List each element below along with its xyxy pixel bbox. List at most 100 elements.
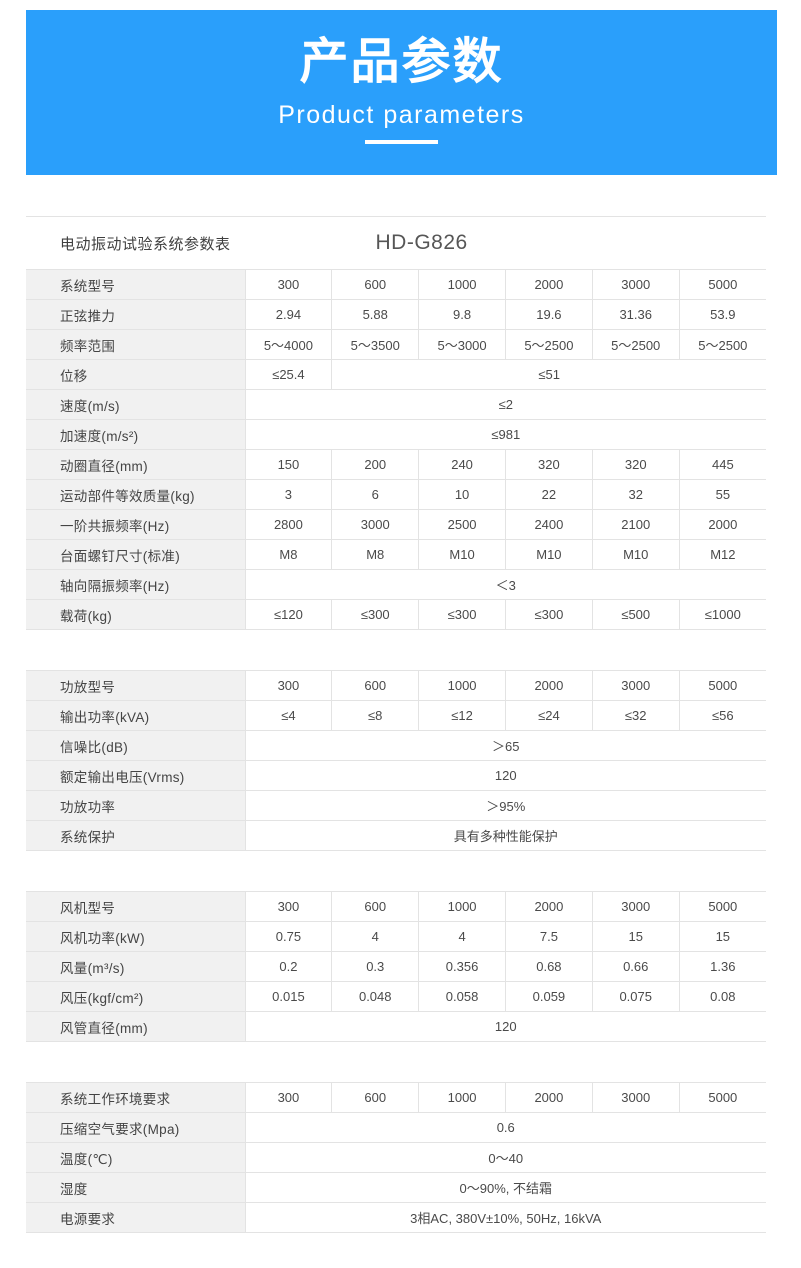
table-row: 湿度 0～90%, 不结霜 bbox=[26, 1172, 766, 1203]
row-value: ≤25.4 bbox=[244, 359, 333, 390]
row-value: 5～4000 bbox=[244, 329, 333, 360]
row-value: 0.015 bbox=[244, 981, 333, 1012]
row-value: ≤56 bbox=[678, 700, 766, 731]
row-value: 600 bbox=[331, 670, 420, 701]
row-value: 5～2500 bbox=[591, 329, 680, 360]
row-value: 0.75 bbox=[244, 921, 333, 952]
row-value: 0.08 bbox=[678, 981, 766, 1012]
table-caption-model: HD-G826 bbox=[375, 231, 468, 254]
table-row: 输出功率(kVA) ≤4 ≤8 ≤12 ≤24 ≤32 ≤56 bbox=[26, 700, 766, 731]
row-value: ＜3 bbox=[244, 569, 767, 600]
row-value: 5～2500 bbox=[504, 329, 593, 360]
row-value: 31.36 bbox=[591, 299, 680, 330]
row-value: 19.6 bbox=[504, 299, 593, 330]
row-value: 600 bbox=[331, 891, 420, 922]
row-value: M8 bbox=[331, 539, 420, 570]
row-value: 0～40 bbox=[244, 1142, 766, 1173]
row-label: 动圈直径(mm) bbox=[26, 449, 246, 480]
table-row: 风管直径(mm) 120 bbox=[26, 1011, 766, 1042]
row-value: ＞65 bbox=[244, 730, 766, 761]
row-label: 运动部件等效质量(kg) bbox=[26, 479, 246, 510]
spec-table-2: 功放型号 300 600 1000 2000 3000 5000 输出功率(kVA) ≤4 ≤8 ≤… bbox=[26, 670, 766, 851]
row-value: 300 bbox=[244, 1082, 333, 1113]
row-label: 信噪比(dB) bbox=[26, 730, 246, 761]
row-value: 0.059 bbox=[504, 981, 593, 1012]
row-value: 6 bbox=[331, 479, 420, 510]
row-value: 3000 bbox=[591, 891, 680, 922]
row-value: 0.66 bbox=[591, 951, 680, 982]
table-row: 台面螺钉尺寸(标准) M8 M8 M10 M10 M10 M12 bbox=[26, 539, 767, 570]
row-value: ≤24 bbox=[504, 700, 593, 731]
row-value: M12 bbox=[678, 539, 767, 570]
row-value: M10 bbox=[418, 539, 506, 570]
row-value: 3000 bbox=[331, 509, 420, 540]
row-value: ≤300 bbox=[331, 599, 420, 630]
table-row: 加速度(m/s²) ≤981 bbox=[26, 419, 767, 450]
row-value: ≤981 bbox=[244, 419, 767, 450]
table-row: 载荷(kg) ≤120 ≤300 ≤300 ≤300 ≤500 ≤1000 bbox=[26, 599, 767, 630]
row-value: 具有多种性能保护 bbox=[244, 820, 766, 851]
table-row: 功放型号 300 600 1000 2000 3000 5000 bbox=[26, 670, 766, 701]
row-label: 正弦推力 bbox=[26, 299, 246, 330]
table-caption-row: 电动振动试验系统参数表 HD-G826 bbox=[26, 216, 767, 270]
row-label: 系统保护 bbox=[26, 820, 246, 851]
row-value: 15 bbox=[591, 921, 680, 952]
row-value: 240 bbox=[418, 449, 506, 480]
row-value: 0.6 bbox=[244, 1112, 766, 1143]
table-row: 风机功率(kW) 0.75 4 4 7.5 15 15 bbox=[26, 921, 766, 952]
row-value: 200 bbox=[331, 449, 420, 480]
row-label: 载荷(kg) bbox=[26, 599, 246, 630]
row-value: ≤32 bbox=[591, 700, 680, 731]
row-label: 系统工作环境要求 bbox=[26, 1082, 246, 1113]
row-value: 0.68 bbox=[504, 951, 593, 982]
row-value: 3000 bbox=[591, 269, 680, 300]
row-value: 120 bbox=[244, 1011, 766, 1042]
row-value: ≤300 bbox=[504, 599, 593, 630]
row-label: 额定输出电压(Vrms) bbox=[26, 760, 246, 791]
row-value: 3 bbox=[244, 479, 333, 510]
row-value: 1.36 bbox=[678, 951, 766, 982]
row-value: M10 bbox=[591, 539, 680, 570]
row-value: 7.5 bbox=[504, 921, 593, 952]
row-value: 55 bbox=[678, 479, 767, 510]
table-row: 系统保护 具有多种性能保护 bbox=[26, 820, 766, 851]
row-value: 9.8 bbox=[418, 299, 506, 330]
row-value: ≤500 bbox=[591, 599, 680, 630]
row-value: ≤1000 bbox=[678, 599, 767, 630]
row-value: 5～3500 bbox=[331, 329, 420, 360]
row-value: 320 bbox=[504, 449, 593, 480]
row-label: 一阶共振频率(Hz) bbox=[26, 509, 246, 540]
row-value: 2500 bbox=[418, 509, 506, 540]
row-value: ＞95% bbox=[244, 790, 766, 821]
row-label: 速度(m/s) bbox=[26, 389, 246, 420]
row-value: 0.356 bbox=[418, 951, 506, 982]
banner-divider bbox=[365, 140, 438, 144]
table-caption-cell: 电动振动试验系统参数表 HD-G826 bbox=[26, 216, 767, 270]
table-row: 轴向隔振频率(Hz) ＜3 bbox=[26, 569, 767, 600]
row-value: 600 bbox=[331, 269, 420, 300]
row-value: 300 bbox=[244, 670, 333, 701]
row-value: 4 bbox=[331, 921, 420, 952]
table-row: 正弦推力 2.94 5.88 9.8 19.6 31.36 53.9 bbox=[26, 299, 767, 330]
row-value: 10 bbox=[418, 479, 506, 510]
row-label: 压缩空气要求(Mpa) bbox=[26, 1112, 246, 1143]
row-value: 3相AC, 380V±10%, 50Hz, 16kVA bbox=[244, 1202, 766, 1233]
row-value: 0.2 bbox=[244, 951, 333, 982]
row-value: ≤51 bbox=[331, 359, 767, 390]
row-value: 5～2500 bbox=[678, 329, 767, 360]
row-value: ≤4 bbox=[244, 700, 333, 731]
row-value: 150 bbox=[244, 449, 333, 480]
row-label: 风压(kgf/cm²) bbox=[26, 981, 246, 1012]
row-value: 3000 bbox=[591, 1082, 680, 1113]
row-value: 2000 bbox=[678, 509, 767, 540]
row-label: 风量(m³/s) bbox=[26, 951, 246, 982]
table-row: 速度(m/s) ≤2 bbox=[26, 389, 767, 420]
row-label: 加速度(m/s²) bbox=[26, 419, 246, 450]
spec-table-3: 风机型号 300 600 1000 2000 3000 5000 风机功率(kW) 0.75 4 4… bbox=[26, 891, 766, 1042]
row-value: 53.9 bbox=[678, 299, 767, 330]
table-row: 压缩空气要求(Mpa) 0.6 bbox=[26, 1112, 766, 1143]
row-label: 输出功率(kVA) bbox=[26, 700, 246, 731]
row-value: 22 bbox=[504, 479, 593, 510]
row-value: M10 bbox=[504, 539, 593, 570]
spec-table-4: 系统工作环境要求 300 600 1000 2000 3000 5000 压缩空气要求(Mpa… bbox=[26, 1082, 766, 1233]
